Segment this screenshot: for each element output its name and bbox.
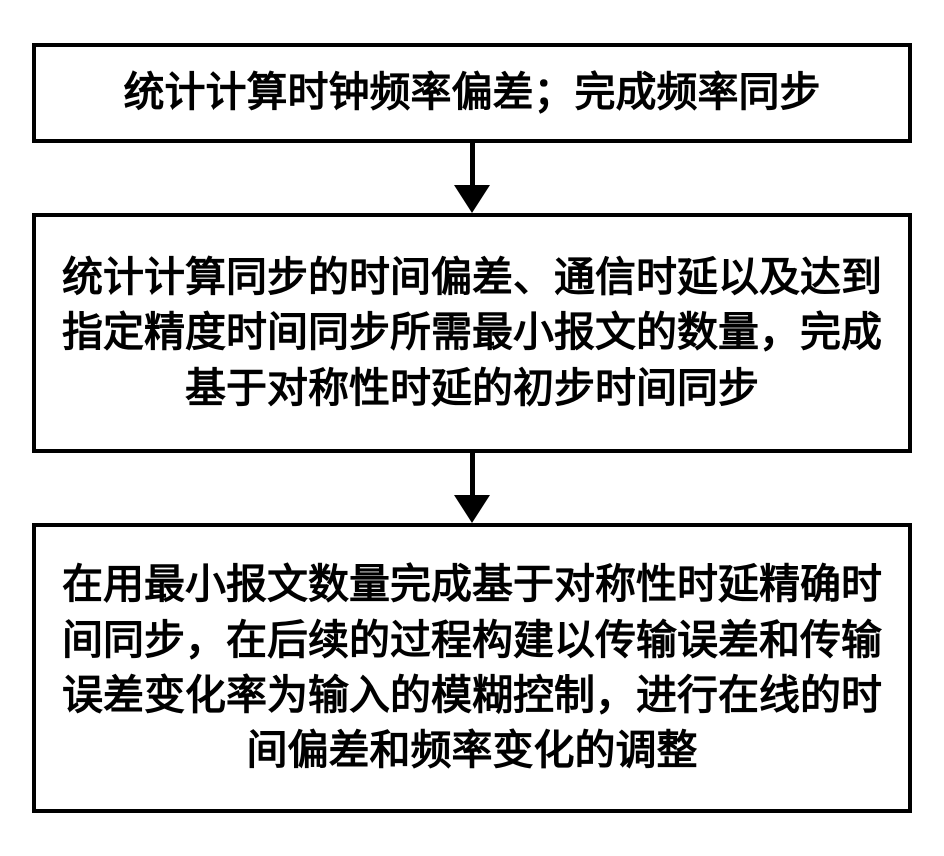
flowchart-step-3: 在用最小报文数量完成基于对称性时延精确时间同步，在后续的过程构建以传输误差和传输… [32,523,912,813]
arrow-line [470,453,475,495]
flowchart-step-1: 统计计算时钟频率偏差；完成频率同步 [32,43,912,143]
flowchart-step-2: 统计计算同步的时间偏差、通信时延以及达到指定精度时间同步所需最小报文的数量，完成… [32,213,912,453]
flowchart-container: 统计计算时钟频率偏差；完成频率同步 统计计算同步的时间偏差、通信时延以及达到指定… [12,23,932,833]
arrow-line [470,143,475,185]
arrow-2-to-3 [454,453,490,523]
arrow-head-icon [454,495,490,523]
arrow-1-to-2 [454,143,490,213]
step-2-text: 统计计算同步的时间偏差、通信时延以及达到指定精度时间同步所需最小报文的数量，完成… [56,250,888,416]
step-3-text: 在用最小报文数量完成基于对称性时延精确时间同步，在后续的过程构建以传输误差和传输… [56,557,888,778]
arrow-head-icon [454,185,490,213]
step-1-text: 统计计算时钟频率偏差；完成频率同步 [124,65,821,120]
